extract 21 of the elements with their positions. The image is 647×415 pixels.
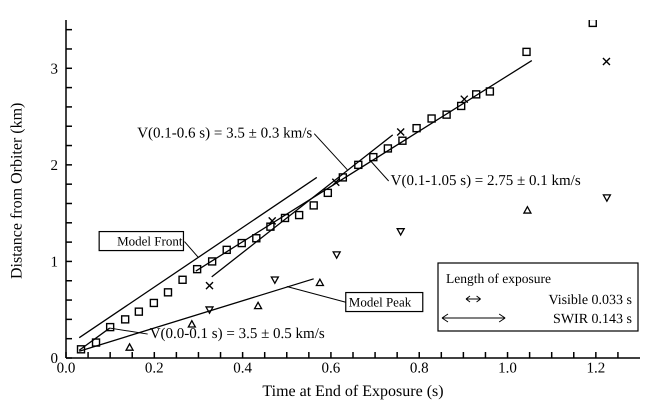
y-tick-label: 1 bbox=[50, 254, 58, 270]
y-axis-title: Distance from Orbiter (km) bbox=[8, 102, 26, 279]
annotation: V(0.1-0.6 s) = 3.5 ± 0.3 km/s bbox=[137, 126, 312, 142]
annotation: SWIR 0.143 s bbox=[553, 312, 632, 327]
x-tick-label: 1.2 bbox=[586, 360, 606, 377]
annotation: V(0.0-0.1 s) = 3.5 ± 0.5 km/s bbox=[150, 326, 325, 342]
annotation: Model Peak bbox=[348, 294, 412, 310]
annotation: Length of exposure bbox=[446, 271, 551, 286]
y-tick-label: 0 bbox=[50, 351, 58, 367]
x-tick-label: 0.6 bbox=[322, 360, 341, 377]
annotation: Visible 0.033 s bbox=[548, 293, 632, 308]
y-tick-label: 2 bbox=[50, 158, 58, 174]
x-tick-label: 0.2 bbox=[144, 360, 164, 377]
y-tick-label: 3 bbox=[50, 61, 58, 78]
x-tick-label: 0.8 bbox=[410, 360, 429, 377]
x-tick-label: 0.4 bbox=[233, 360, 252, 377]
x-tick-label: 1.0 bbox=[498, 360, 517, 377]
x-axis-title: Time at End of Exposure (s) bbox=[262, 383, 444, 400]
annotation: V(0.1-1.05 s) = 2.75 ± 0.1 km/s bbox=[390, 172, 581, 189]
x-tick-label: 0.0 bbox=[56, 360, 76, 377]
annotation: Model Front bbox=[117, 234, 183, 249]
